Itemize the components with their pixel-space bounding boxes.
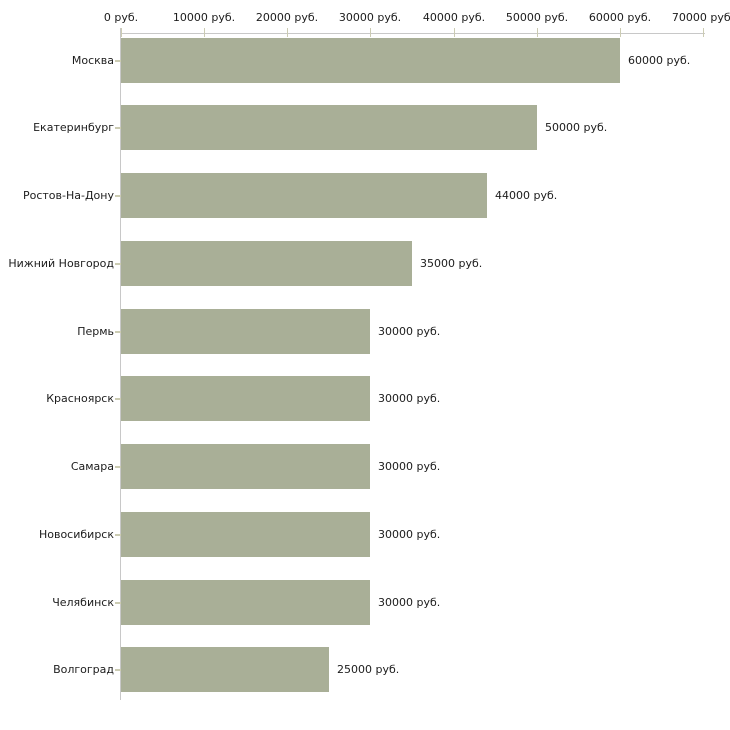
- category-label: Волгоград: [53, 662, 114, 676]
- x-tick-label: 30000 руб.: [338, 11, 402, 24]
- bar: [121, 512, 370, 557]
- value-label: 35000 руб.: [420, 256, 483, 270]
- bar: [121, 376, 370, 421]
- value-label: 30000 руб.: [378, 324, 441, 338]
- value-label: 25000 руб.: [337, 662, 400, 676]
- y-tick: [115, 330, 121, 333]
- category-label: Красноярск: [46, 391, 114, 405]
- bar: [121, 647, 329, 692]
- value-label: 60000 руб.: [628, 53, 691, 67]
- y-tick: [115, 126, 121, 129]
- category-label: Екатеринбург: [33, 120, 114, 134]
- x-tick: [620, 28, 621, 37]
- category-label: Пермь: [77, 324, 114, 338]
- category-label: Самара: [70, 459, 114, 473]
- category-label: Челябинск: [52, 595, 114, 609]
- y-tick: [115, 465, 121, 468]
- x-tick: [121, 28, 122, 37]
- bar: [121, 309, 370, 354]
- bar: [121, 444, 370, 489]
- y-tick: [115, 397, 121, 400]
- x-tick-label: 50000 руб.: [505, 11, 569, 24]
- y-tick: [115, 601, 121, 604]
- category-label: Новосибирск: [38, 527, 114, 541]
- x-tick-label: 20000 руб.: [255, 11, 319, 24]
- value-label: 30000 руб.: [378, 595, 441, 609]
- x-tick: [537, 28, 538, 37]
- x-tick: [454, 28, 455, 37]
- bar: [121, 241, 412, 286]
- y-tick: [115, 194, 121, 197]
- x-tick: [370, 28, 371, 37]
- value-label: 30000 руб.: [378, 459, 441, 473]
- bar: [121, 105, 537, 150]
- category-label: Москва: [71, 53, 114, 67]
- x-tick-label: 10000 руб.: [172, 11, 236, 24]
- value-label: 44000 руб.: [495, 188, 558, 202]
- x-tick-label: 40000 руб.: [422, 11, 486, 24]
- y-tick: [115, 59, 121, 62]
- x-tick-label: 0 руб.: [103, 11, 139, 24]
- x-tick-label: 70000 руб.: [671, 11, 730, 24]
- x-tick: [204, 28, 205, 37]
- y-tick: [115, 668, 121, 671]
- x-tick: [703, 28, 704, 37]
- bar: [121, 38, 620, 83]
- x-tick-label: 60000 руб.: [588, 11, 652, 24]
- category-label: Ростов-На-Дону: [22, 188, 114, 202]
- value-label: 30000 руб.: [378, 527, 441, 541]
- x-axis-line: [121, 33, 705, 34]
- y-axis-line: [120, 28, 121, 700]
- bar: [121, 173, 487, 218]
- value-label: 50000 руб.: [545, 120, 608, 134]
- category-label: Нижний Новгород: [8, 256, 114, 270]
- y-tick: [115, 533, 121, 536]
- bar: [121, 580, 370, 625]
- value-label: 30000 руб.: [378, 391, 441, 405]
- x-tick: [287, 28, 288, 37]
- y-tick: [115, 262, 121, 265]
